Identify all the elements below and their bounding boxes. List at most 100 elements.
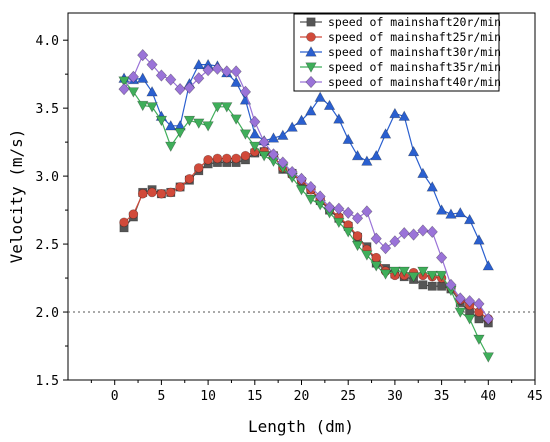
series-4 — [118, 48, 494, 325]
legend-item: speed of mainshaft35r/min — [300, 60, 501, 74]
data-point — [193, 163, 204, 173]
data-point — [165, 73, 177, 86]
data-point — [361, 250, 373, 261]
data-point — [221, 102, 233, 113]
data-point — [473, 334, 485, 346]
data-point — [333, 202, 345, 215]
data-point — [435, 204, 448, 215]
data-point — [371, 252, 382, 263]
data-point — [212, 153, 223, 164]
x-tick-label: 15 — [247, 389, 263, 404]
legend-label: speed of mainshaft25r/min — [328, 30, 501, 44]
legend-marker — [305, 46, 317, 57]
legend-marker — [306, 32, 316, 42]
legend-box — [293, 13, 500, 92]
data-point — [183, 115, 196, 127]
legend-label: speed of mainshaft30r/min — [328, 45, 501, 59]
data-point — [146, 86, 158, 97]
data-point — [146, 102, 158, 113]
data-point — [389, 266, 401, 278]
data-point — [277, 156, 289, 169]
data-point — [230, 114, 242, 125]
data-point — [314, 190, 326, 203]
data-point — [379, 269, 392, 280]
data-point — [118, 76, 130, 87]
y-axis: 1.5 2.0 2.5 3.0 3.5 4.0 — [36, 34, 68, 389]
data-point — [128, 209, 139, 219]
series-0 — [119, 147, 493, 328]
data-point — [426, 270, 438, 282]
data-point — [258, 151, 270, 162]
data-point — [221, 65, 233, 78]
data-point — [174, 128, 186, 139]
data-point — [240, 150, 251, 161]
legend-marker — [305, 75, 317, 89]
data-point — [445, 278, 457, 291]
data-point — [230, 76, 242, 87]
data-point — [351, 212, 364, 225]
data-point — [147, 187, 157, 198]
data-point — [203, 155, 213, 165]
data-point — [305, 194, 317, 206]
legend-item: speed of mainshaft40r/min — [300, 75, 501, 89]
data-point — [342, 206, 354, 219]
data-point — [445, 208, 457, 219]
data-point — [221, 153, 232, 164]
x-tick-label: 35 — [434, 389, 450, 404]
data-point — [231, 153, 241, 164]
data-point — [165, 141, 177, 153]
data-point — [239, 129, 252, 140]
data-point — [417, 167, 429, 178]
data-point — [323, 99, 336, 110]
data-point — [127, 70, 139, 84]
data-point — [165, 119, 177, 131]
series-line — [123, 54, 489, 320]
x-axis-label: Length (dm) — [248, 417, 354, 436]
data-point — [286, 121, 298, 132]
data-point — [295, 185, 308, 196]
data-point — [463, 213, 476, 225]
y-axis-label: Velocity (m/s) — [7, 129, 26, 264]
data-point — [407, 145, 420, 157]
data-point — [175, 182, 185, 192]
x-tick-label: 0 — [111, 389, 119, 404]
y-tick-label: 4.0 — [36, 34, 59, 49]
data-point — [305, 180, 317, 194]
data-point — [193, 58, 205, 70]
data-point — [211, 62, 224, 75]
x-tick-label: 5 — [157, 389, 165, 404]
x-tick-label: 30 — [387, 389, 403, 404]
series-line — [123, 80, 489, 358]
data-point — [370, 232, 382, 245]
data-point — [146, 58, 158, 71]
series-2 — [118, 58, 495, 271]
data-point — [202, 121, 214, 132]
data-point — [295, 172, 308, 185]
data-point — [437, 281, 447, 291]
data-point — [482, 352, 495, 363]
data-point — [137, 48, 149, 62]
series-1 — [119, 146, 494, 324]
data-point — [463, 314, 476, 325]
legend-label: speed of mainshaft20r/min — [328, 15, 501, 29]
data-point — [426, 181, 438, 192]
data-point — [417, 266, 429, 278]
x-tick-label: 45 — [527, 389, 543, 404]
data-point — [230, 65, 242, 78]
data-point — [137, 72, 149, 83]
data-point — [464, 295, 476, 308]
data-point — [426, 225, 438, 238]
data-point — [267, 148, 280, 161]
data-point — [379, 128, 392, 139]
x-tick-label: 40 — [480, 389, 496, 404]
data-point — [127, 87, 140, 98]
data-point — [202, 63, 214, 77]
data-point — [398, 266, 410, 278]
data-point — [352, 231, 363, 241]
legend-label: speed of mainshaft40r/min — [328, 75, 501, 89]
data-point — [454, 206, 466, 218]
data-point — [342, 227, 354, 238]
data-point — [277, 129, 289, 140]
data-point — [174, 82, 186, 96]
data-point — [314, 91, 326, 102]
